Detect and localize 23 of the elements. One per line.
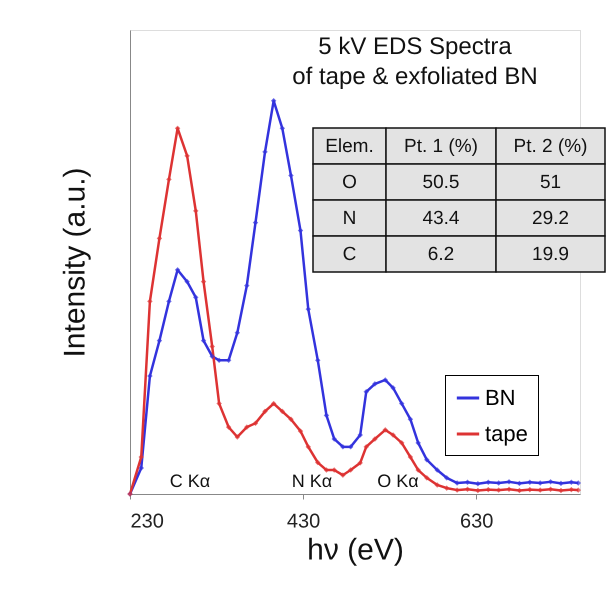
annotation: Pt. 1 (%) [404, 136, 478, 157]
annotation: 43.4 [422, 208, 460, 229]
annotation: N [342, 208, 356, 229]
annotation: C [342, 244, 356, 265]
annotation: 19.9 [532, 244, 569, 265]
annotation: 50.5 [422, 172, 460, 193]
chart-title: 5 kV EDS Spectra of tape & exfoliated BN [292, 33, 538, 90]
annotation: Pt. 2 (%) [514, 136, 588, 157]
x-tick-label: 630 [460, 510, 494, 532]
annotation: N Kα [292, 471, 332, 491]
annotation: 29.2 [532, 208, 569, 229]
annotation: 51 [540, 172, 562, 193]
x-tick-label: 230 [130, 510, 164, 532]
legend-label: tape [485, 421, 528, 446]
y-axis-title: Intensity (a.u.) [58, 167, 92, 358]
annotation: 6.2 [428, 244, 454, 265]
annotation: O [342, 172, 357, 193]
annotation: Elem. [325, 136, 374, 157]
annotation: C Kα [170, 471, 210, 491]
x-axis-title: hν (eV) [307, 534, 404, 566]
annotation: O Kα [377, 471, 419, 491]
x-tick-label: 430 [286, 510, 320, 532]
legend-label: BN [485, 385, 516, 410]
